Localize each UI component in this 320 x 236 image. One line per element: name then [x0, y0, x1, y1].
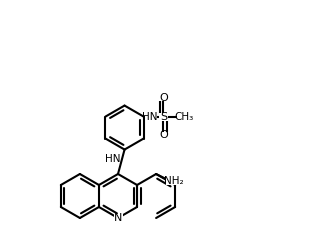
- FancyBboxPatch shape: [159, 132, 167, 139]
- Text: NH₂: NH₂: [164, 176, 184, 185]
- FancyBboxPatch shape: [145, 112, 156, 120]
- FancyBboxPatch shape: [177, 113, 191, 121]
- Text: S: S: [160, 112, 167, 122]
- Text: CH₃: CH₃: [175, 112, 194, 122]
- Text: O: O: [159, 130, 168, 140]
- FancyBboxPatch shape: [166, 177, 180, 185]
- FancyBboxPatch shape: [159, 113, 168, 121]
- FancyBboxPatch shape: [159, 94, 167, 101]
- Text: O: O: [159, 93, 168, 103]
- FancyBboxPatch shape: [114, 214, 123, 222]
- Text: HN: HN: [105, 154, 120, 164]
- Text: N: N: [114, 213, 122, 223]
- FancyBboxPatch shape: [107, 156, 119, 164]
- Text: HN: HN: [142, 112, 157, 122]
